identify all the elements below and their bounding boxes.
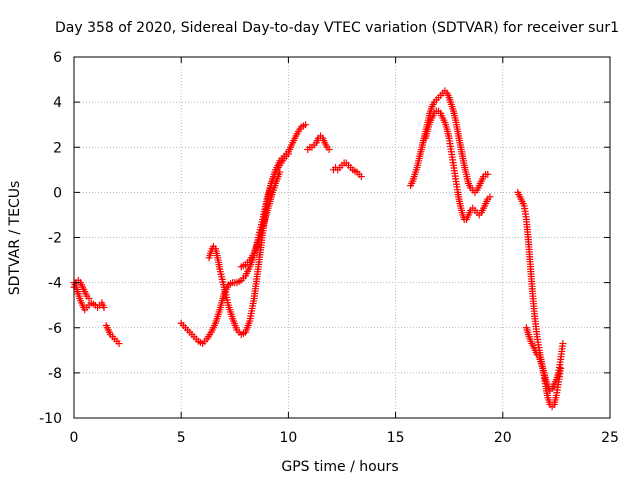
y-tick-label: -2 [48, 231, 62, 247]
data-point-marker [115, 340, 123, 348]
y-tick-label: -10 [39, 411, 62, 427]
axes: 0 5 10 15 20 25 -10 -8 -6 -4 -2 0 2 4 6 [39, 50, 619, 446]
data-series [237, 168, 284, 271]
y-tick-label: -6 [48, 321, 62, 337]
data-point-marker [325, 146, 333, 154]
data-series [102, 321, 123, 348]
x-tick-label: 5 [177, 430, 186, 446]
x-tick-label: 10 [279, 430, 297, 446]
x-tick-label: 15 [387, 430, 405, 446]
x-axis-label: GPS time / hours [281, 459, 398, 475]
data-series [304, 132, 333, 154]
x-tick-label: 20 [494, 430, 512, 446]
x-tick-label: 25 [601, 430, 619, 446]
data-point-marker [559, 340, 567, 348]
y-axis-label: SDTVAR / TECUs [7, 181, 23, 296]
data-point-marker [486, 193, 494, 201]
data-series [522, 324, 567, 395]
y-tick-label: 0 [53, 185, 62, 201]
plot-frame [73, 56, 611, 419]
data-series [407, 87, 492, 196]
data-series [329, 159, 365, 181]
data-series [422, 107, 494, 223]
data-points [70, 87, 567, 411]
y-tick-label: 6 [53, 50, 62, 66]
data-point-marker [276, 168, 284, 176]
data-point-marker [85, 294, 93, 302]
data-point-marker [302, 121, 310, 129]
x-tick-label: 0 [70, 430, 79, 446]
y-tick-label: -8 [48, 366, 62, 382]
chart-title: Day 358 of 2020, Sidereal Day-to-day VTE… [55, 20, 619, 36]
y-tick-label: -4 [48, 276, 62, 292]
data-point-marker [484, 170, 492, 178]
grid [74, 57, 610, 418]
data-point-marker [284, 150, 292, 158]
data-series [177, 121, 310, 348]
y-tick-label: 2 [53, 140, 62, 156]
data-point-marker [100, 303, 108, 311]
data-point-marker [357, 173, 365, 181]
y-tick-label: 4 [53, 95, 62, 111]
